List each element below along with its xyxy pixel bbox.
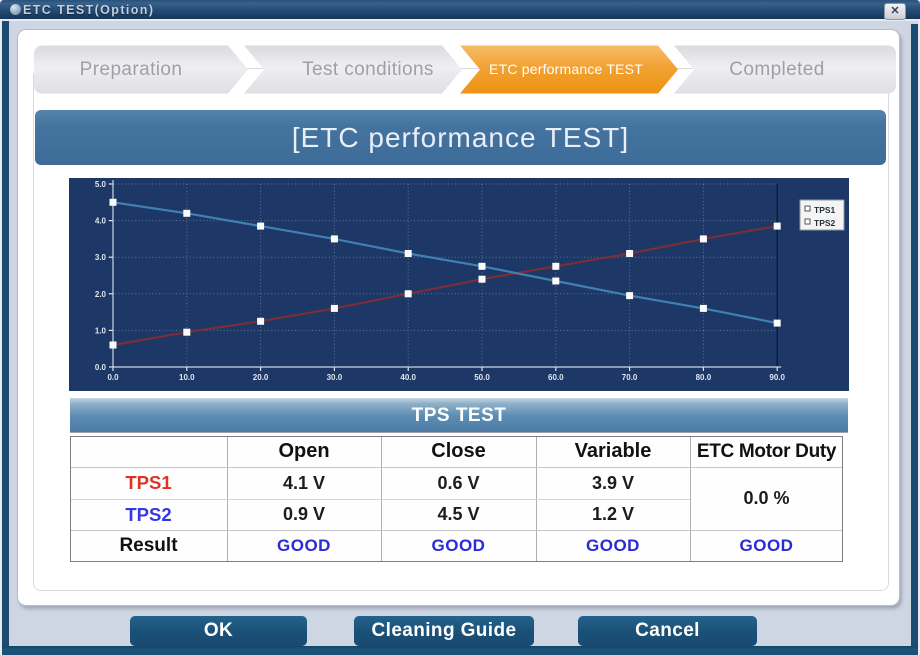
svg-text:60.0: 60.0 bbox=[548, 373, 564, 382]
svg-text:5.0: 5.0 bbox=[95, 180, 107, 189]
svg-text:10.0: 10.0 bbox=[179, 373, 195, 382]
svg-text:70.0: 70.0 bbox=[622, 373, 638, 382]
svg-text:0.0: 0.0 bbox=[107, 373, 119, 382]
svg-text:20.0: 20.0 bbox=[253, 373, 269, 382]
svg-text:0.0: 0.0 bbox=[95, 363, 107, 372]
svg-text:4.0: 4.0 bbox=[95, 217, 107, 226]
svg-text:50.0: 50.0 bbox=[474, 373, 490, 382]
svg-text:TPS2: TPS2 bbox=[814, 218, 836, 228]
svg-text:30.0: 30.0 bbox=[327, 373, 343, 382]
svg-text:2.0: 2.0 bbox=[95, 290, 107, 299]
svg-text:TPS1: TPS1 bbox=[814, 205, 836, 215]
svg-text:80.0: 80.0 bbox=[696, 373, 712, 382]
svg-text:40.0: 40.0 bbox=[400, 373, 416, 382]
svg-text:3.0: 3.0 bbox=[95, 253, 107, 262]
svg-text:1.0: 1.0 bbox=[95, 326, 107, 335]
svg-text:90.0: 90.0 bbox=[769, 373, 785, 382]
